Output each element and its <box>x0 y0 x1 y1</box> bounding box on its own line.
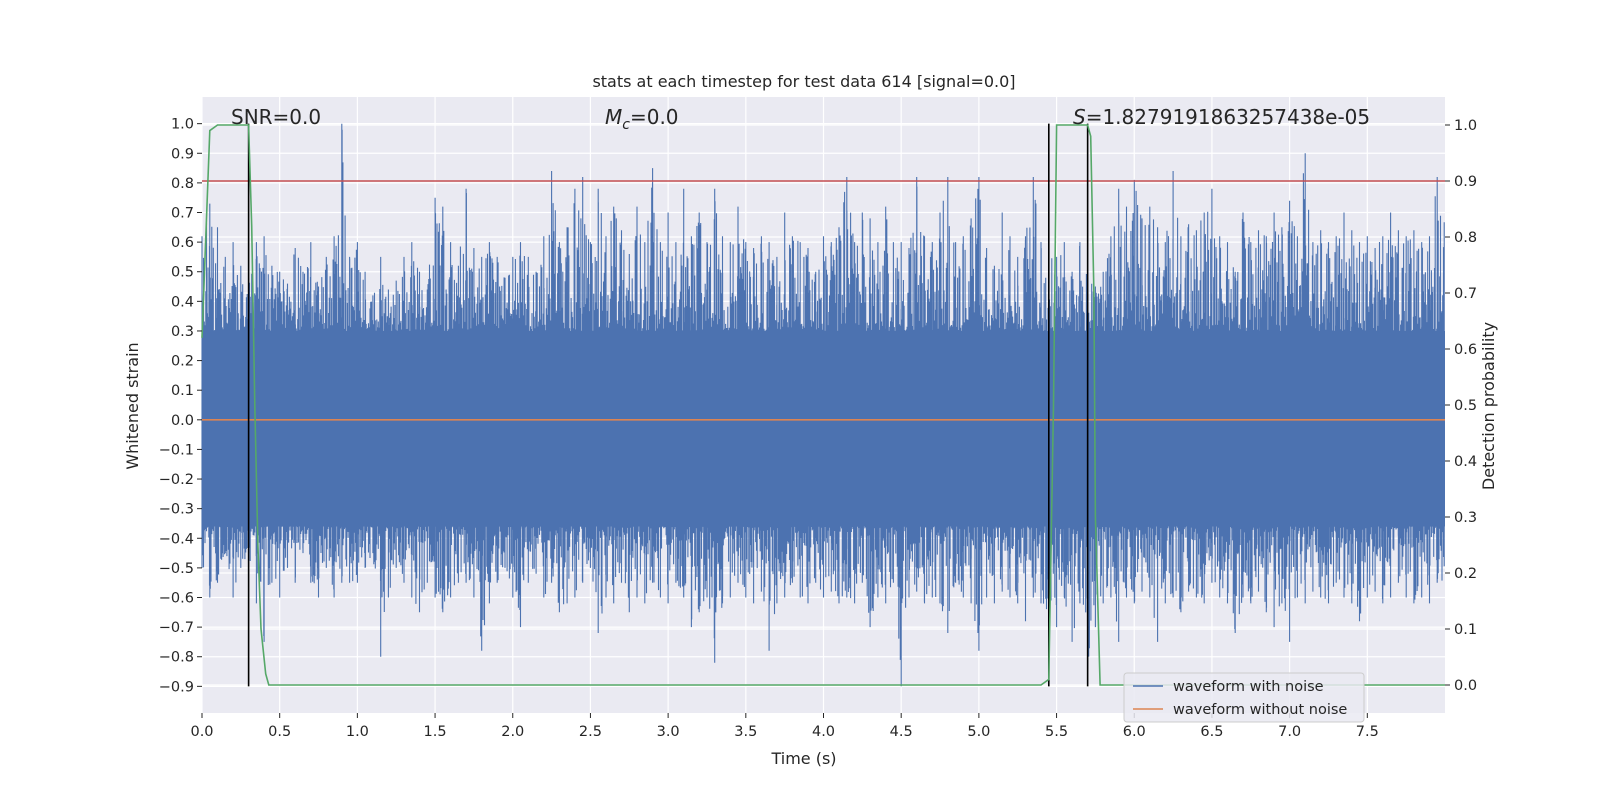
y2-axis-label: Detection probability <box>1479 322 1498 490</box>
x-tick-label: 4.5 <box>890 724 913 740</box>
detection-probability-line <box>201 124 1445 686</box>
y-tick-label: −0.9 <box>159 679 194 695</box>
x-tick-label: 5.5 <box>1045 724 1068 740</box>
y-tick-label: 0.3 <box>171 324 194 340</box>
s-value: =1.8279191863257438e-05 <box>1086 105 1370 129</box>
y-tick-label: 0.8 <box>171 176 194 192</box>
y-tick-label: 0.1 <box>171 383 194 399</box>
x-tick-label: 6.5 <box>1200 724 1223 740</box>
axes: 0.0 0.5 1.0 1.5 2.0 2.5 3.0 3.5 4.0 4.5 5.0 5.5 6.0 6… <box>159 117 1477 740</box>
y-tick-label: 0.4 <box>171 294 194 310</box>
line-series <box>201 123 1445 687</box>
y2-tick-label: 0.8 <box>1454 230 1477 246</box>
y2-tick-label: 0.0 <box>1454 678 1477 694</box>
y-tick-label: 1.0 <box>171 117 194 133</box>
x-axis-label: Time (s) <box>770 749 836 768</box>
legend: waveform with noise waveform without noi… <box>1123 672 1365 723</box>
y-tick-label: −0.5 <box>159 561 194 577</box>
x-tick-label: 7.0 <box>1278 724 1301 740</box>
y2-tick-label: 0.3 <box>1454 510 1477 526</box>
y-tick-label: −0.3 <box>159 502 194 518</box>
x-tick-label: 6.0 <box>1123 724 1146 740</box>
chirp-mass-symbol: M <box>605 105 622 129</box>
x-tick-label: 2.5 <box>579 724 602 740</box>
y-tick-label: 0.9 <box>171 146 194 162</box>
y2-tick-label: 1.0 <box>1454 118 1477 134</box>
y-tick-label: −0.2 <box>159 472 194 488</box>
x-tick-label: 7.5 <box>1356 724 1379 740</box>
x-tick-label: 1.5 <box>424 724 447 740</box>
y-tick-label: −0.7 <box>159 620 194 636</box>
y2-tick-label: 0.1 <box>1454 622 1477 638</box>
y2-tick-label: 0.6 <box>1454 342 1477 358</box>
x-tick-label: 1.0 <box>346 724 369 740</box>
y2-tick-label: 0.9 <box>1454 174 1477 190</box>
x-tick-label: 3.0 <box>657 724 680 740</box>
chirp-mass-value: =0.0 <box>630 105 679 129</box>
y2-tick-label: 0.7 <box>1454 286 1477 302</box>
legend-label-with-noise: waveform with noise <box>1173 679 1324 695</box>
x-tick-label: 0.0 <box>190 724 213 740</box>
y-tick-label: 0.6 <box>171 235 194 251</box>
y-tick-label: 0.7 <box>171 206 194 222</box>
y-tick-label: 0.5 <box>171 265 194 281</box>
y-tick-label: −0.6 <box>159 591 194 607</box>
x-tick-label: 5.0 <box>967 724 990 740</box>
x-tick-label: 0.5 <box>268 724 291 740</box>
chirp-mass-subscript: c <box>622 117 630 133</box>
y-tick-label: −0.1 <box>159 442 194 458</box>
y-tick-label: 0.2 <box>171 354 194 370</box>
y-tick-label: −0.4 <box>159 531 194 547</box>
y2-tick-label: 0.5 <box>1454 398 1477 414</box>
x-tick-label: 4.0 <box>812 724 835 740</box>
x-tick-label: 2.0 <box>501 724 524 740</box>
y-axis-label: Whitened strain <box>123 342 142 469</box>
legend-box <box>1123 672 1365 723</box>
chirp-mass-annotation: Mc=0.0 <box>605 105 679 133</box>
s-symbol: S <box>1073 105 1086 129</box>
y2-tick-label: 0.2 <box>1454 566 1477 582</box>
chart-title: stats at each timestep for test data 614… <box>592 72 1015 91</box>
x-tick-label: 3.5 <box>734 724 757 740</box>
snr-annotation: SNR=0.0 <box>231 105 321 129</box>
s-annotation: S=1.8279191863257438e-05 <box>1073 105 1370 129</box>
y-tick-label: −0.8 <box>159 650 194 666</box>
waveform-with-noise-series <box>201 123 1445 687</box>
legend-label-without-noise: waveform without noise <box>1173 702 1347 718</box>
y2-tick-label: 0.4 <box>1454 454 1477 470</box>
y-tick-label: 0.0 <box>171 413 194 429</box>
